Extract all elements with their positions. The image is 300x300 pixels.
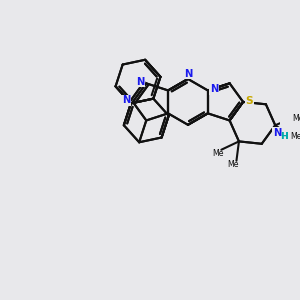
- Text: Me: Me: [213, 149, 224, 158]
- Text: Me: Me: [292, 114, 300, 123]
- Text: N: N: [136, 77, 144, 87]
- Text: Me: Me: [290, 132, 300, 141]
- Text: N: N: [210, 84, 218, 94]
- Text: N: N: [184, 69, 193, 79]
- Text: N: N: [184, 69, 193, 79]
- Text: N: N: [136, 77, 144, 87]
- Text: Me: Me: [228, 160, 239, 169]
- Text: N: N: [122, 95, 130, 105]
- Text: H: H: [280, 133, 288, 142]
- Text: N: N: [273, 128, 281, 138]
- Text: H: H: [280, 133, 288, 142]
- Text: N: N: [273, 128, 281, 138]
- Text: S: S: [246, 96, 253, 106]
- Text: N: N: [122, 95, 130, 105]
- Text: S: S: [246, 96, 253, 106]
- Text: N: N: [210, 84, 218, 94]
